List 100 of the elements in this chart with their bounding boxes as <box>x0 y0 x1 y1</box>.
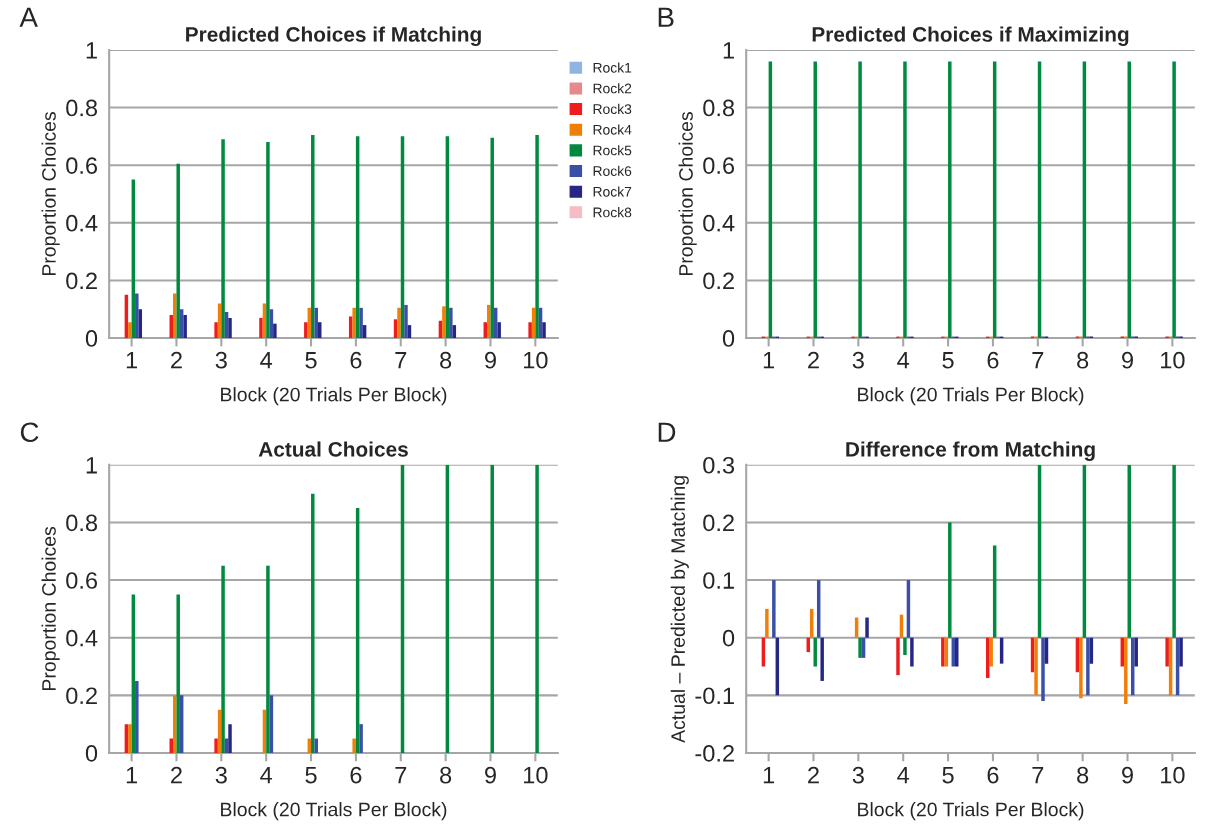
bar <box>259 317 263 339</box>
x-tick-label: 9 <box>485 766 496 784</box>
chart-title: Difference from Matching <box>846 441 1095 461</box>
y-tick-label: 0.1 <box>703 572 734 589</box>
x-tick-label: 2 <box>808 766 819 784</box>
bar <box>266 565 270 753</box>
x-tick-label: 10 <box>1161 351 1185 369</box>
y-tick-label: 0.2 <box>703 514 734 532</box>
y-tick-label: 0.4 <box>66 629 98 647</box>
bar <box>948 522 952 638</box>
bar <box>183 315 187 339</box>
x-tick-label: 5 <box>942 767 954 784</box>
bar <box>266 142 270 339</box>
y-tick-label: 0 <box>722 330 735 347</box>
bar <box>311 134 315 339</box>
legend-label: Rock5 <box>593 145 632 156</box>
x-tick-label: 6 <box>350 351 362 369</box>
legend-label: Rock1 <box>593 62 632 73</box>
legend-label: Rock4 <box>593 124 632 135</box>
bar <box>765 608 769 638</box>
x-tick-label: 8 <box>440 766 452 784</box>
y-tick-label: 0.4 <box>66 214 98 232</box>
y-tick-label: 0 <box>85 330 98 347</box>
bar <box>865 617 869 638</box>
x-tick-label: 9 <box>1122 766 1133 784</box>
bar <box>941 637 945 667</box>
y-tick-label: 0.8 <box>66 99 98 117</box>
y-axis-title: Proportion Choices <box>41 112 60 276</box>
y-tick-label: 0.2 <box>66 687 97 705</box>
bar <box>820 637 824 681</box>
x-axis-title: Block (20 Trials Per Block) <box>221 802 447 821</box>
x-tick-label: 3 <box>852 766 864 784</box>
x-tick-label: 7 <box>395 767 407 784</box>
bar <box>176 594 180 753</box>
y-tick-label: 0 <box>722 629 735 647</box>
x-tick-label: 1 <box>763 352 775 369</box>
bar <box>497 322 501 339</box>
x-tick-label: 6 <box>350 766 362 784</box>
legend-label: Rock6 <box>593 165 632 176</box>
x-tick-label: 1 <box>763 767 775 784</box>
bar <box>1079 637 1083 699</box>
legend-label: Rock8 <box>593 207 632 218</box>
y-tick-label: 1 <box>86 457 97 474</box>
bar <box>535 134 539 339</box>
y-tick-label: 1 <box>723 42 734 59</box>
x-tick-label: 4 <box>897 352 910 369</box>
bar <box>910 637 914 667</box>
bar <box>128 322 132 339</box>
x-axis-title: Block (20 Trials Per Block) <box>858 387 1084 406</box>
x-axis-title: Block (20 Trials Per Block) <box>858 802 1084 821</box>
bar <box>1172 464 1176 638</box>
text: C <box>20 422 39 443</box>
text: A <box>19 7 38 27</box>
bar <box>221 139 225 339</box>
legend-label: Rock3 <box>593 103 632 115</box>
bar <box>397 307 401 339</box>
bar <box>135 680 139 753</box>
bar <box>989 637 993 667</box>
x-tick-label: 2 <box>808 351 819 369</box>
bar <box>896 637 900 676</box>
bar <box>1086 637 1090 696</box>
y-tick-label: 0.2 <box>66 272 97 290</box>
bar <box>352 307 356 339</box>
x-tick-label: 8 <box>1077 351 1089 369</box>
bar <box>404 304 408 339</box>
y-axis-title: Proportion Choices <box>678 112 697 276</box>
bar <box>1124 637 1128 704</box>
bar <box>352 738 356 753</box>
x-tick-label: 7 <box>1032 767 1044 784</box>
x-tick-label: 10 <box>1161 766 1185 784</box>
y-tick-label: 0.8 <box>703 99 735 117</box>
bar <box>858 637 862 658</box>
chart-title: Predicted Choices if Matching <box>186 26 481 46</box>
x-tick-label: 9 <box>485 351 496 369</box>
y-axis-title: Actual – Predicted by Matching <box>670 476 689 743</box>
chart-title: Predicted Choices if Maximizing <box>812 26 1129 46</box>
y-tick-label: 0.4 <box>703 214 735 232</box>
x-tick-label: 6 <box>987 766 999 784</box>
bar <box>1041 637 1045 702</box>
x-tick-label: 3 <box>852 351 864 369</box>
x-tick-label: 5 <box>942 352 954 369</box>
x-tick-label: 2 <box>171 351 182 369</box>
bar <box>311 493 315 753</box>
x-tick-label: 5 <box>305 352 317 369</box>
legend-label: Rock7 <box>593 186 632 197</box>
y-tick-label: 0.6 <box>66 572 98 589</box>
y-tick-label: -0.1 <box>695 687 734 705</box>
x-tick-label: 4 <box>260 352 273 369</box>
chart-title: Actual Choices <box>258 441 408 457</box>
y-tick-label: 0.8 <box>66 514 98 532</box>
bar <box>228 724 232 753</box>
bar <box>1165 637 1169 667</box>
bar <box>214 322 218 339</box>
x-tick-label: 5 <box>305 767 317 784</box>
y-tick-label: 0.2 <box>703 272 734 290</box>
bar <box>1134 637 1138 667</box>
bar <box>135 293 139 339</box>
bar <box>1179 637 1183 667</box>
x-tick-label: 10 <box>524 351 548 369</box>
bar <box>176 163 180 339</box>
